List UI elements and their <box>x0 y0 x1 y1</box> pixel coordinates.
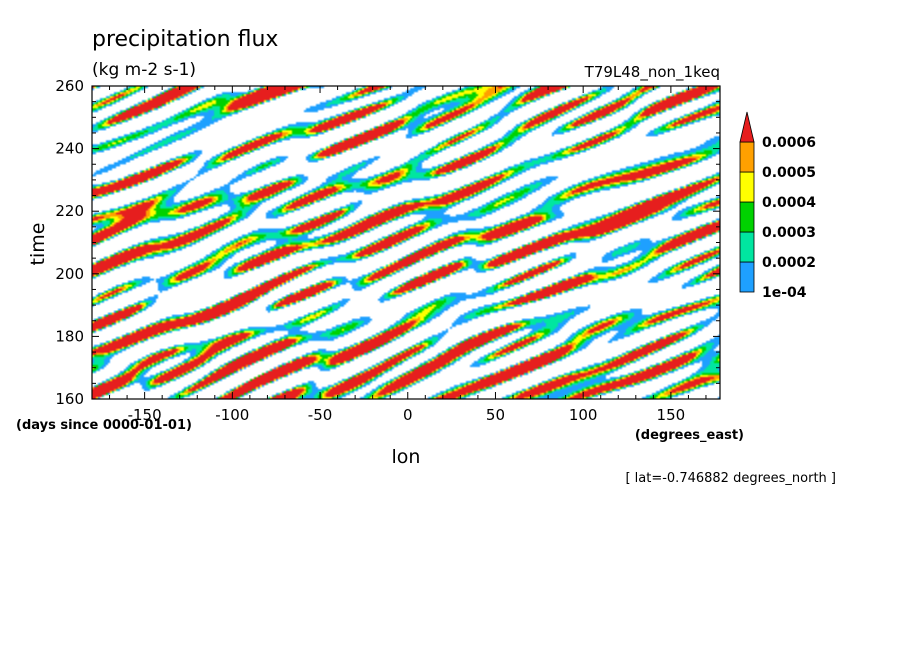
run-label: T79L48_non_1keq <box>584 63 720 82</box>
y-axis-units: (days since 0000-01-01) <box>16 418 192 433</box>
legend-arrow <box>739 111 755 143</box>
legend-level-label: 0.0006 <box>762 135 816 151</box>
y-tick-label: 200 <box>55 265 84 283</box>
legend-level-label: 0.0003 <box>762 225 816 241</box>
x-tick-label: -150 <box>128 406 162 424</box>
y-axis-ticks: 160 180 200 220 240 260 <box>55 77 720 408</box>
y-tick-label: 220 <box>55 202 84 220</box>
x-tick-label: 150 <box>657 406 686 424</box>
y-tick-label: 240 <box>55 140 84 158</box>
section-label: [ lat=-0.746882 degrees_north ] <box>625 471 836 486</box>
heatmap-image <box>92 86 720 399</box>
x-tick-label: -100 <box>215 406 249 424</box>
x-axis-units: (degrees_east) <box>635 428 744 443</box>
legend-level-label: 0.0002 <box>762 255 816 271</box>
x-tick-label: 0 <box>403 406 413 424</box>
y-axis-label: time <box>27 223 49 266</box>
x-tick-label: -50 <box>308 406 333 424</box>
legend-level-label: 0.0004 <box>762 195 816 211</box>
x-axis-label: lon <box>392 446 421 468</box>
y-tick-label: 180 <box>55 327 84 345</box>
legend-level-label: 1e-04 <box>762 285 807 301</box>
heatmap-field <box>92 86 720 399</box>
legend-swatch <box>739 231 755 263</box>
units-label: (kg m-2 s-1) <box>92 60 196 80</box>
legend-swatch <box>739 141 755 173</box>
color-legend: 1e-04 0.0002 0.0003 0.0004 0.0005 0.0006 <box>739 111 816 301</box>
legend-swatch <box>739 261 755 293</box>
legend-swatch <box>739 171 755 203</box>
chart-title: precipitation flux <box>92 27 278 52</box>
legend-level-label: 0.0005 <box>762 165 816 181</box>
legend-swatch <box>739 201 755 233</box>
x-tick-label: 50 <box>486 406 505 424</box>
y-tick-label: 260 <box>55 77 84 95</box>
x-tick-label: 100 <box>569 406 598 424</box>
y-tick-label: 160 <box>55 390 84 408</box>
x-axis-ticks: -150 -100 -50 0 50 100 150 <box>91 86 707 424</box>
